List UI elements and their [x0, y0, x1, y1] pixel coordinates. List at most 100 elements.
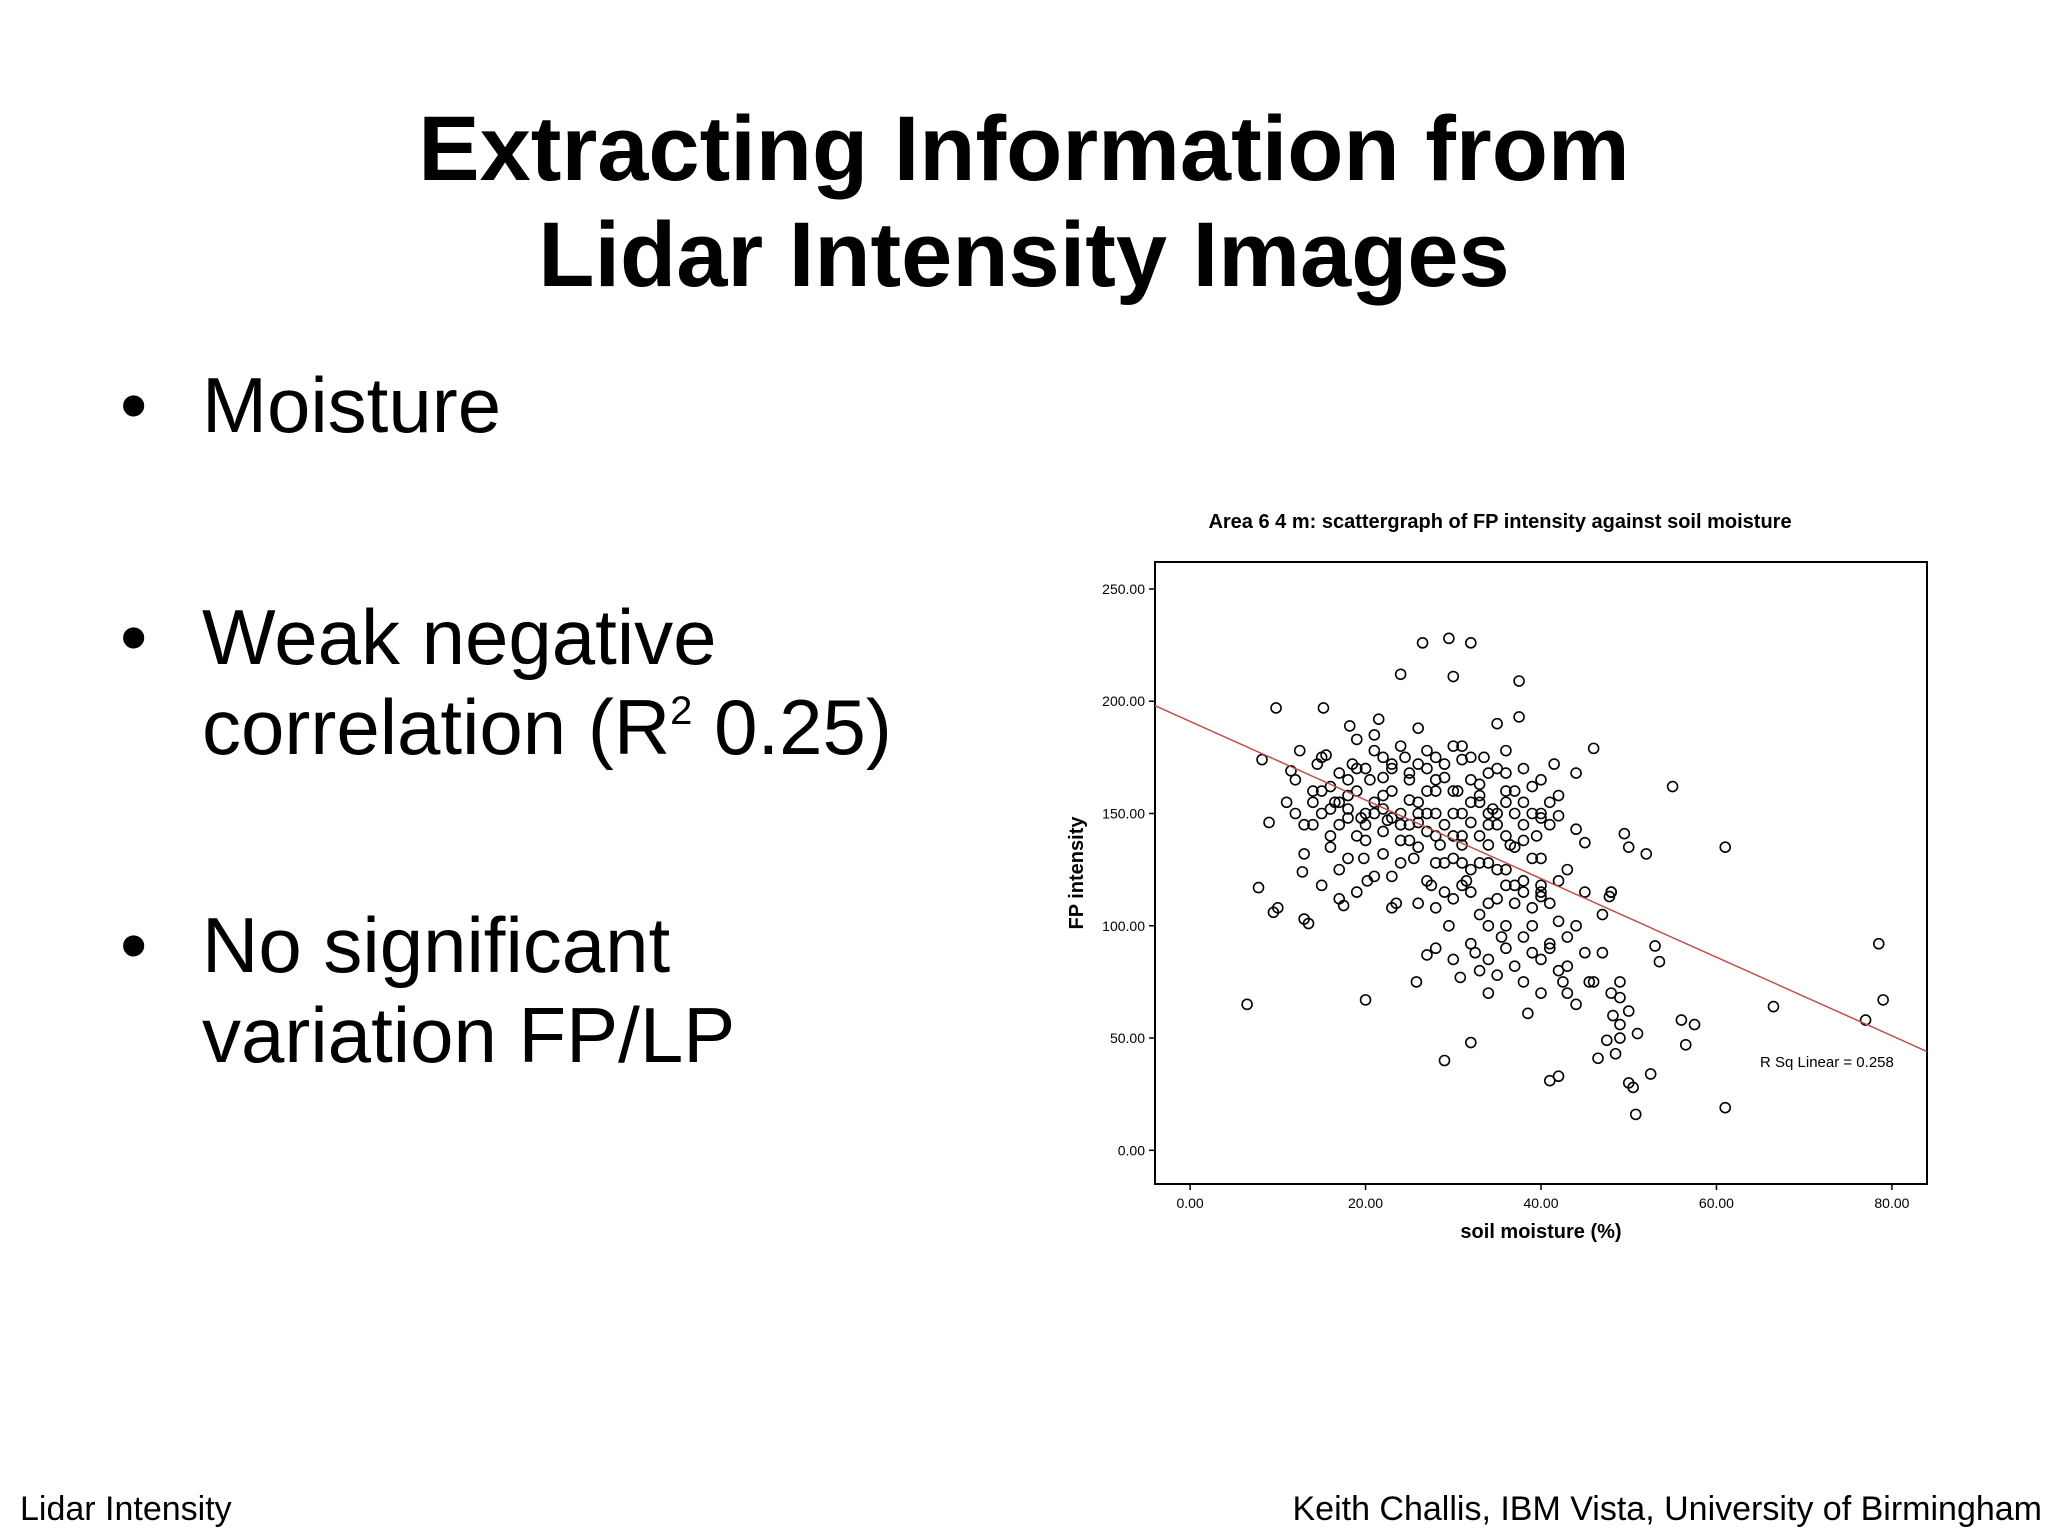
data-point [1377, 848, 1389, 860]
data-point [1517, 886, 1530, 898]
data-point [1412, 722, 1424, 734]
data-point [1438, 857, 1451, 869]
data-point [1478, 751, 1490, 764]
data-point [1421, 825, 1433, 838]
data-point [1535, 987, 1547, 999]
data-point [1342, 852, 1354, 865]
data-point [1500, 830, 1512, 842]
data-point [1252, 881, 1265, 894]
data-point [1438, 758, 1451, 770]
data-point [1583, 976, 1596, 988]
data-point [1403, 767, 1416, 779]
data-point [1456, 740, 1468, 752]
data-point [1421, 875, 1433, 887]
data-point [1517, 796, 1530, 809]
data-point [1429, 785, 1442, 797]
data-point [1500, 863, 1512, 876]
data-point [1719, 841, 1732, 853]
data-point [1386, 812, 1398, 824]
data-point [1412, 816, 1424, 829]
data-point [1302, 917, 1315, 930]
data-point [1675, 1014, 1688, 1026]
data-point [1403, 774, 1416, 786]
data-point [1552, 915, 1565, 928]
data-point [1473, 964, 1486, 977]
slide-title-line-2: Lidar Intensity Images [538, 204, 1510, 306]
data-point [1359, 818, 1372, 831]
data-point [1552, 964, 1565, 977]
data-point [1872, 937, 1885, 950]
data-point [1500, 919, 1512, 932]
data-point [1465, 751, 1477, 764]
data-point [1579, 946, 1591, 959]
data-point [1412, 841, 1424, 853]
data-point [1535, 890, 1547, 903]
plot-frame [1154, 561, 1928, 1185]
data-point [1307, 818, 1319, 831]
data-point [1377, 789, 1389, 802]
data-point [1640, 848, 1653, 860]
data-point [1561, 960, 1574, 972]
y-axis: 0.00 50.00 100.00 150.00 200.00 250.00 [1102, 581, 1155, 1158]
data-point [1552, 809, 1565, 822]
data-point [1465, 886, 1477, 898]
data-point [1289, 807, 1302, 820]
data-point [1465, 637, 1477, 649]
data-point [1508, 785, 1521, 797]
y-tick-label: 200.00 [1102, 693, 1145, 709]
data-point [1491, 807, 1503, 820]
scatter-chart: Area 6 4 m: scattergraph of FP intensity… [1060, 500, 1960, 1260]
y-tick-label: 250.00 [1102, 581, 1145, 597]
data-point [1293, 744, 1306, 757]
data-point [1543, 897, 1556, 910]
data-point [1513, 711, 1525, 723]
data-point [1500, 796, 1512, 809]
data-point [1421, 949, 1433, 961]
data-point [1298, 848, 1310, 860]
data-point [1561, 987, 1574, 999]
bullet-marker: • [120, 901, 148, 989]
x-axis: 0.00 20.00 40.00 60.00 80.00 [1176, 1184, 1910, 1211]
data-point [1535, 812, 1547, 824]
data-point [1421, 762, 1433, 775]
data-point [1270, 702, 1282, 714]
data-point [1342, 789, 1354, 802]
data-point [1552, 1070, 1565, 1083]
data-point [1482, 919, 1495, 932]
data-point [1447, 953, 1460, 966]
data-point [1543, 942, 1556, 955]
data-point [1350, 830, 1363, 842]
x-tick-label: 80.00 [1874, 1195, 1909, 1211]
data-point [1552, 789, 1565, 802]
data-point [1526, 902, 1539, 914]
x-tick-label: 0.00 [1176, 1195, 1203, 1211]
data-point [1343, 720, 1356, 732]
data-point [1526, 919, 1539, 932]
data-point [1543, 818, 1556, 831]
data-point [1600, 1034, 1613, 1047]
data-point [1517, 976, 1530, 988]
data-point [1631, 1027, 1644, 1040]
data-point [1570, 823, 1582, 836]
data-point [1482, 818, 1495, 831]
data-point [1241, 998, 1253, 1011]
data-point [1456, 807, 1468, 820]
bullet-marker: • [120, 593, 148, 681]
data-point [1688, 1018, 1701, 1031]
data-point [1535, 774, 1547, 786]
bullet-text-line-2-pre: correlation (R [202, 683, 671, 771]
data-point [1535, 807, 1547, 820]
data-point [1526, 780, 1539, 793]
data-point [1394, 834, 1407, 847]
data-point [1473, 857, 1486, 869]
footer-right: Keith Challis, IBM Vista, University of … [1292, 1490, 2042, 1528]
data-point [1333, 767, 1346, 779]
data-point [1359, 762, 1372, 775]
bullet-text-line-2: variation FP/LP [202, 991, 736, 1079]
y-axis-label: FP intensity [1066, 816, 1088, 930]
data-point [1438, 771, 1451, 784]
data-point [1394, 857, 1407, 869]
y-tick-label: 150.00 [1102, 805, 1145, 821]
data-point [1508, 960, 1521, 972]
fit-line [1154, 705, 1928, 1053]
